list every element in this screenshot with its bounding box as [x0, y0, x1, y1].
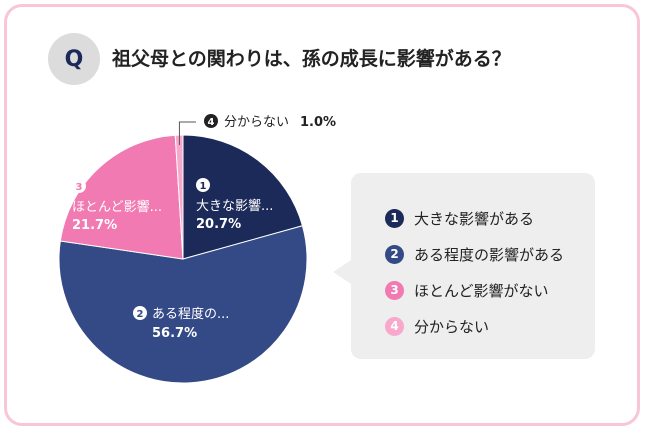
pie-slice-1 [182, 134, 304, 260]
question-title: 祖父母との関わりは、孫の成長に影響がある？ [112, 48, 511, 70]
legend-item-2: 2 ある程度の影響がある [385, 241, 564, 267]
legend-num-2: 2 [385, 244, 404, 264]
slice-label-4: 分からない [224, 115, 289, 130]
callout-line-4 [178, 121, 196, 146]
slice-value-1: 20.7% [196, 217, 241, 232]
legend-item-4: 4 分からない [385, 313, 564, 339]
slice-num-badge-2 [133, 306, 147, 320]
legend-label-3: ほとんど影響がない [414, 281, 549, 300]
slice-num-badge-4 [204, 114, 218, 128]
legend-num-1: 1 [385, 208, 404, 228]
slice-value-3: 21.7% [72, 218, 117, 233]
slice-label-3: ほとんど影響... [72, 199, 162, 215]
legend-item-1: 1 大きな影響がある [385, 205, 564, 231]
slice-value-4: 1.0% [300, 115, 336, 130]
legend-bubble-tail [333, 260, 351, 284]
slice-value-2: 56.7% [152, 326, 197, 341]
slice-label-1: 大きな影響... [196, 198, 273, 214]
question-badge: Q [48, 33, 100, 85]
slice-num-3: 3 [76, 182, 83, 193]
legend-label-2: ある程度の影響がある [414, 245, 565, 264]
slice-num-2: 2 [137, 309, 144, 320]
legend-num-4: 4 [385, 316, 404, 336]
slice-num-badge-3 [72, 179, 86, 193]
legend: 1 大きな影響がある 2 ある程度の影響がある 3 ほとんど影響がない 4 分からない [385, 205, 564, 349]
slice-num-4: 4 [208, 117, 215, 128]
slice-num-1: 1 [200, 181, 207, 192]
legend-label-4: 分からない [414, 317, 490, 336]
legend-label-1: 大きな影響がある [414, 209, 535, 228]
pie-slice-3 [59, 134, 184, 260]
pie-slice-2 [58, 225, 308, 384]
legend-num-3: 3 [385, 280, 404, 300]
slice-num-badge-1 [196, 178, 210, 192]
legend-item-3: 3 ほとんど影響がない [385, 277, 564, 303]
slice-label-2: ある程度の... [152, 306, 229, 322]
